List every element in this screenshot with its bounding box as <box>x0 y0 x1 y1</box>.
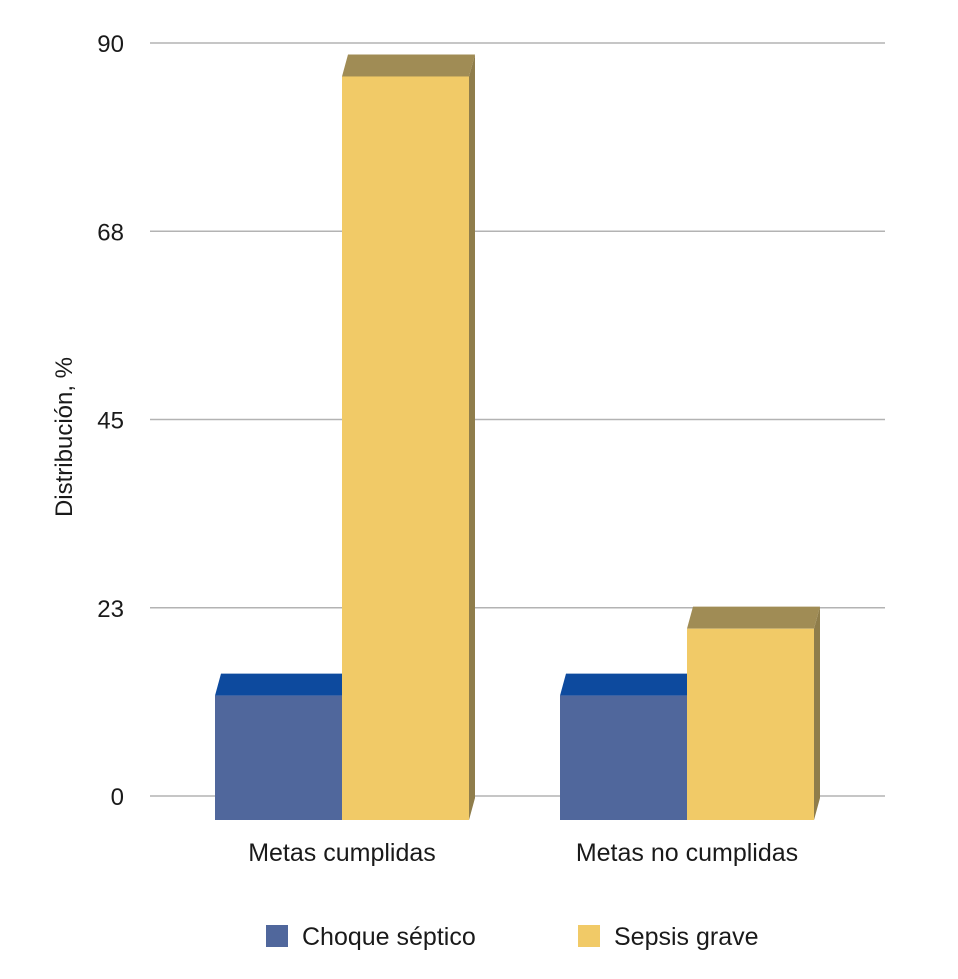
bar-front <box>215 695 342 820</box>
bar <box>687 606 820 820</box>
bar-front <box>342 76 469 820</box>
y-axis-ticks: 0 23 45 68 90 <box>97 31 124 811</box>
bar <box>342 54 475 820</box>
bars <box>215 54 820 820</box>
x-category-label: Metas no cumplidas <box>576 839 798 867</box>
bar-side <box>469 54 475 820</box>
legend-label: Choque séptico <box>302 923 476 951</box>
y-tick-label: 90 <box>97 31 124 58</box>
bar <box>560 673 693 820</box>
bar-side <box>814 606 820 820</box>
y-tick-label: 23 <box>97 596 124 623</box>
legend-label: Sepsis grave <box>614 923 759 951</box>
legend: Choque séptico Sepsis grave <box>266 923 759 951</box>
legend-item: Choque séptico <box>266 923 476 951</box>
legend-item: Sepsis grave <box>578 923 759 951</box>
y-tick-label: 68 <box>97 219 124 246</box>
bar-top <box>560 673 693 696</box>
x-category-label: Metas cumplidas <box>248 839 436 867</box>
bar-top <box>215 673 348 696</box>
bar-front <box>560 695 687 820</box>
bar-front <box>687 628 814 820</box>
bar-top <box>687 606 820 629</box>
legend-swatch <box>578 925 600 947</box>
bar <box>215 673 348 820</box>
x-axis-categories: Metas cumplidas Metas no cumplidas <box>248 839 798 867</box>
y-tick-label: 0 <box>111 784 124 811</box>
legend-swatch <box>266 925 288 947</box>
y-tick-label: 45 <box>97 408 124 435</box>
bar-top <box>342 54 475 77</box>
y-axis-title: Distribución, % <box>51 357 78 517</box>
